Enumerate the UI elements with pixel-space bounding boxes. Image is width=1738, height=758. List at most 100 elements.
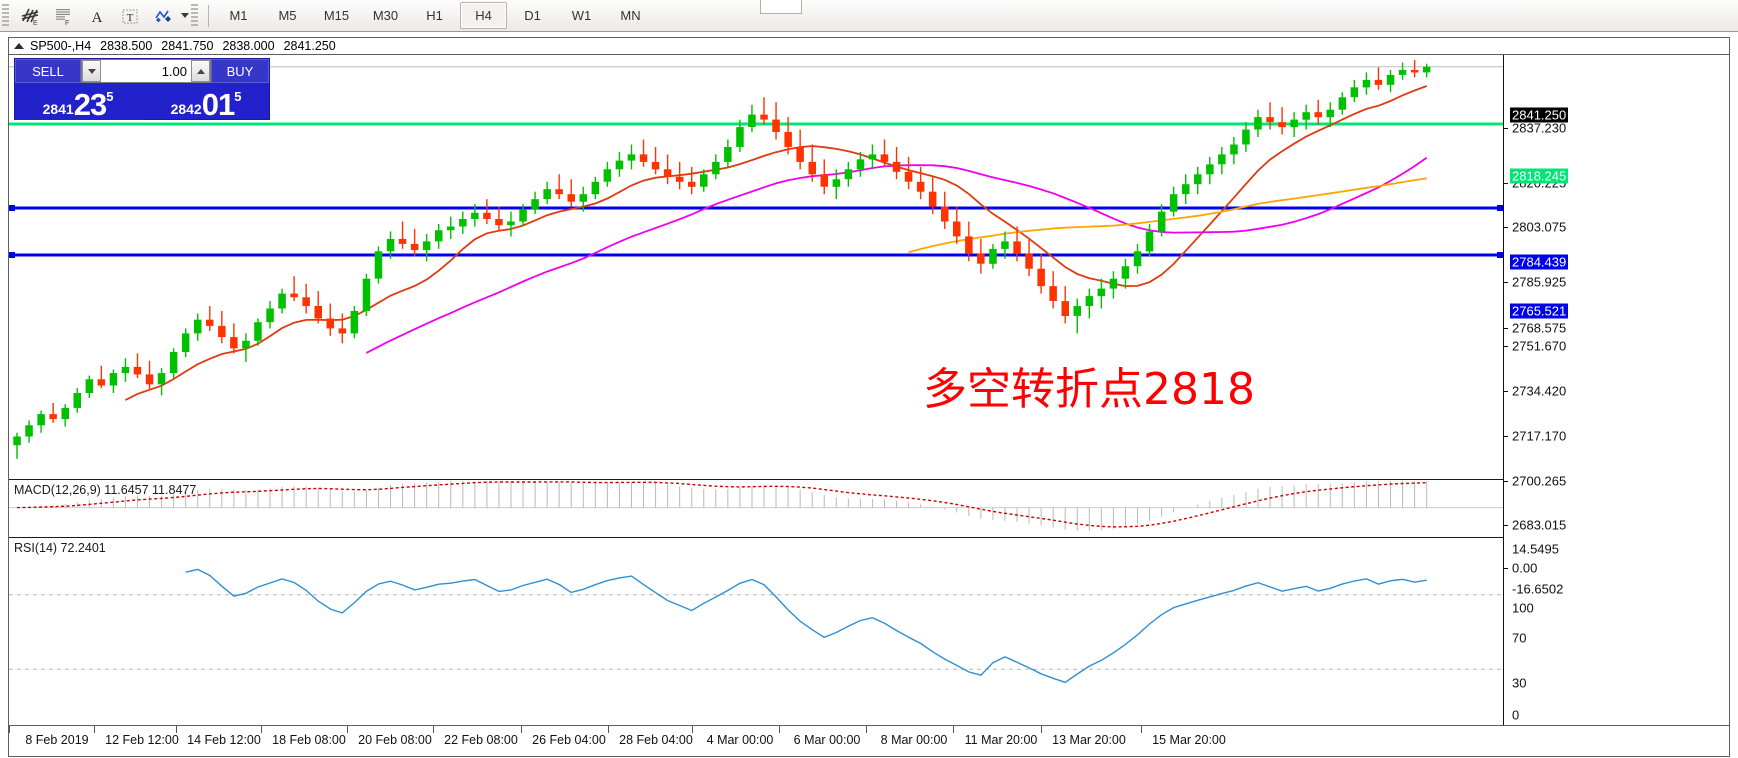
time-axis-separator bbox=[347, 726, 348, 733]
price-axis-label: 2768.575 bbox=[1512, 320, 1567, 336]
time-axis-separator bbox=[692, 726, 693, 733]
rsi-pane[interactable]: RSI(14) 72.2401 bbox=[9, 539, 1503, 725]
price-plot bbox=[9, 55, 1503, 479]
time-axis-separator bbox=[953, 726, 954, 733]
buy-price-display[interactable]: 2842 01 5 bbox=[143, 83, 269, 120]
timeframe-m5[interactable]: M5 bbox=[278, 8, 297, 23]
time-axis-separator bbox=[779, 726, 780, 733]
quote-header: SP500-,H4 2838.500 2841.750 2838.000 284… bbox=[8, 37, 1730, 54]
macd-axis-label: 14.5495 bbox=[1512, 541, 1559, 557]
sell-price-big: 23 bbox=[73, 87, 107, 122]
rsi-series bbox=[9, 568, 1503, 684]
indicators-icon[interactable]: E bbox=[15, 1, 46, 30]
sell-price-integer: 2841 bbox=[42, 101, 74, 117]
price-axis-label: 2700.265 bbox=[1512, 473, 1567, 489]
macd-axis-label: -16.6502 bbox=[1512, 581, 1564, 597]
timeframe-m15[interactable]: M15 bbox=[323, 8, 350, 23]
chart-annotation-text: 多空转折点2818 bbox=[923, 364, 1255, 415]
rsi-plot bbox=[9, 539, 1503, 725]
quote-close-value: 2841.250 bbox=[283, 39, 336, 53]
rsi-axis-label: 70 bbox=[1512, 630, 1527, 646]
time-axis-label: 12 Feb 12:00 bbox=[105, 733, 179, 747]
time-axis-label: 15 Mar 20:00 bbox=[1152, 733, 1226, 747]
rsi-title: RSI(14) 72.2401 bbox=[14, 541, 106, 555]
trend-up-icon bbox=[14, 43, 24, 49]
volume-decrease-button[interactable] bbox=[82, 60, 101, 82]
price-axis-label: 2734.420 bbox=[1512, 383, 1567, 399]
macd-series bbox=[9, 481, 1503, 532]
price-axis-label: 2837.230 bbox=[1512, 120, 1567, 136]
quote-low-value: 2838.000 bbox=[222, 39, 275, 53]
axis-tick bbox=[1504, 282, 1508, 283]
timeframe-m30[interactable]: M30 bbox=[372, 8, 399, 23]
time-axis-separator bbox=[94, 726, 95, 733]
time-axis-label: 20 Feb 08:00 bbox=[358, 733, 432, 747]
toolbar-divider bbox=[208, 4, 209, 27]
trade-controls-row: SELL 1.00 BUY bbox=[15, 59, 269, 83]
price-axis-label: 2803.075 bbox=[1512, 219, 1567, 235]
quote-open-value: 2838.500 bbox=[100, 39, 153, 53]
templates-icon[interactable]: F bbox=[48, 1, 79, 30]
time-axis[interactable]: 8 Feb 2019 12 Feb 12:00 14 Feb 12:00 18 Feb… bbox=[8, 726, 1730, 757]
timeframe-w1[interactable]: W1 bbox=[571, 8, 592, 23]
chart-frame: 多空转折点2818 MACD(12,26,9) 11.6457 11.8477 … bbox=[8, 54, 1730, 726]
toolbar-overflow-box[interactable] bbox=[760, 0, 802, 14]
time-axis-separator bbox=[176, 726, 177, 733]
sell-button[interactable]: SELL bbox=[15, 59, 81, 83]
time-axis-label: 13 Mar 20:00 bbox=[1052, 733, 1126, 747]
time-axis-label: 8 Feb 2019 bbox=[25, 733, 89, 747]
time-axis-separator bbox=[1041, 726, 1042, 733]
time-axis-separator bbox=[521, 726, 522, 733]
volume-stepper[interactable]: 1.00 bbox=[81, 59, 211, 83]
time-axis-label: 26 Feb 04:00 bbox=[532, 733, 606, 747]
axis-tick bbox=[1504, 391, 1508, 392]
rsi-axis-label: 100 bbox=[1512, 600, 1534, 616]
price-axis[interactable]: 2841.2502837.2302820.2252818.2452803.075… bbox=[1503, 55, 1729, 725]
one-click-trading-panel: SELL 1.00 BUY 2841 23 5 2842 01 5 bbox=[14, 58, 270, 120]
label-icon[interactable]: T bbox=[114, 1, 145, 30]
timeframe-h4[interactable]: H4 bbox=[460, 2, 507, 29]
buy-price-big: 01 bbox=[201, 87, 235, 122]
svg-text:E: E bbox=[33, 20, 38, 26]
toolbar-grip-2[interactable] bbox=[191, 3, 198, 28]
timeframe-m1[interactable]: M1 bbox=[229, 8, 248, 23]
timeframe-h1[interactable]: H1 bbox=[426, 8, 443, 23]
volume-increase-button[interactable] bbox=[191, 60, 210, 82]
volume-input[interactable]: 1.00 bbox=[101, 60, 191, 82]
time-axis-separator bbox=[608, 726, 609, 733]
price-axis-label: 2751.670 bbox=[1512, 338, 1567, 354]
trade-prices-row: 2841 23 5 2842 01 5 bbox=[15, 83, 269, 120]
svg-text:F: F bbox=[65, 20, 69, 26]
price-axis-label: 2683.015 bbox=[1512, 517, 1567, 533]
axis-tick bbox=[1504, 227, 1508, 228]
axis-tick bbox=[1504, 436, 1508, 437]
time-axis-separator bbox=[261, 726, 262, 733]
axis-tick bbox=[1504, 525, 1508, 526]
price-axis-label: 2717.170 bbox=[1512, 428, 1567, 444]
objects-icon[interactable] bbox=[147, 1, 178, 30]
axis-tick bbox=[1504, 328, 1508, 329]
dropdown-caret-icon[interactable] bbox=[181, 13, 189, 18]
buy-button[interactable]: BUY bbox=[211, 59, 269, 83]
timeframe-d1[interactable]: D1 bbox=[524, 8, 541, 23]
quote-high-value: 2841.750 bbox=[161, 39, 214, 53]
time-axis-label: 4 Mar 00:00 bbox=[706, 733, 774, 747]
axis-tick bbox=[1504, 183, 1508, 184]
axis-tick bbox=[1504, 481, 1508, 482]
svg-text:T: T bbox=[126, 12, 133, 24]
price-axis-label: 2784.439 bbox=[1510, 254, 1569, 270]
price-pane[interactable]: 多空转折点2818 bbox=[9, 55, 1503, 480]
macd-pane[interactable]: MACD(12,26,9) 11.6457 11.8477 bbox=[9, 481, 1503, 538]
text-icon[interactable]: A bbox=[81, 1, 112, 30]
macd-title: MACD(12,26,9) 11.6457 11.8477 bbox=[14, 483, 197, 497]
buy-price-fraction: 5 bbox=[234, 89, 242, 104]
axis-tick bbox=[1504, 346, 1508, 347]
price-axis-label: 2765.521 bbox=[1510, 303, 1569, 319]
time-axis-separator bbox=[433, 726, 434, 733]
time-axis-label: 18 Feb 08:00 bbox=[272, 733, 346, 747]
sell-price-display[interactable]: 2841 23 5 bbox=[15, 83, 143, 120]
toolbar-grip[interactable] bbox=[2, 3, 9, 28]
timeframe-mn[interactable]: MN bbox=[620, 8, 641, 23]
sell-price-fraction: 5 bbox=[106, 89, 114, 104]
